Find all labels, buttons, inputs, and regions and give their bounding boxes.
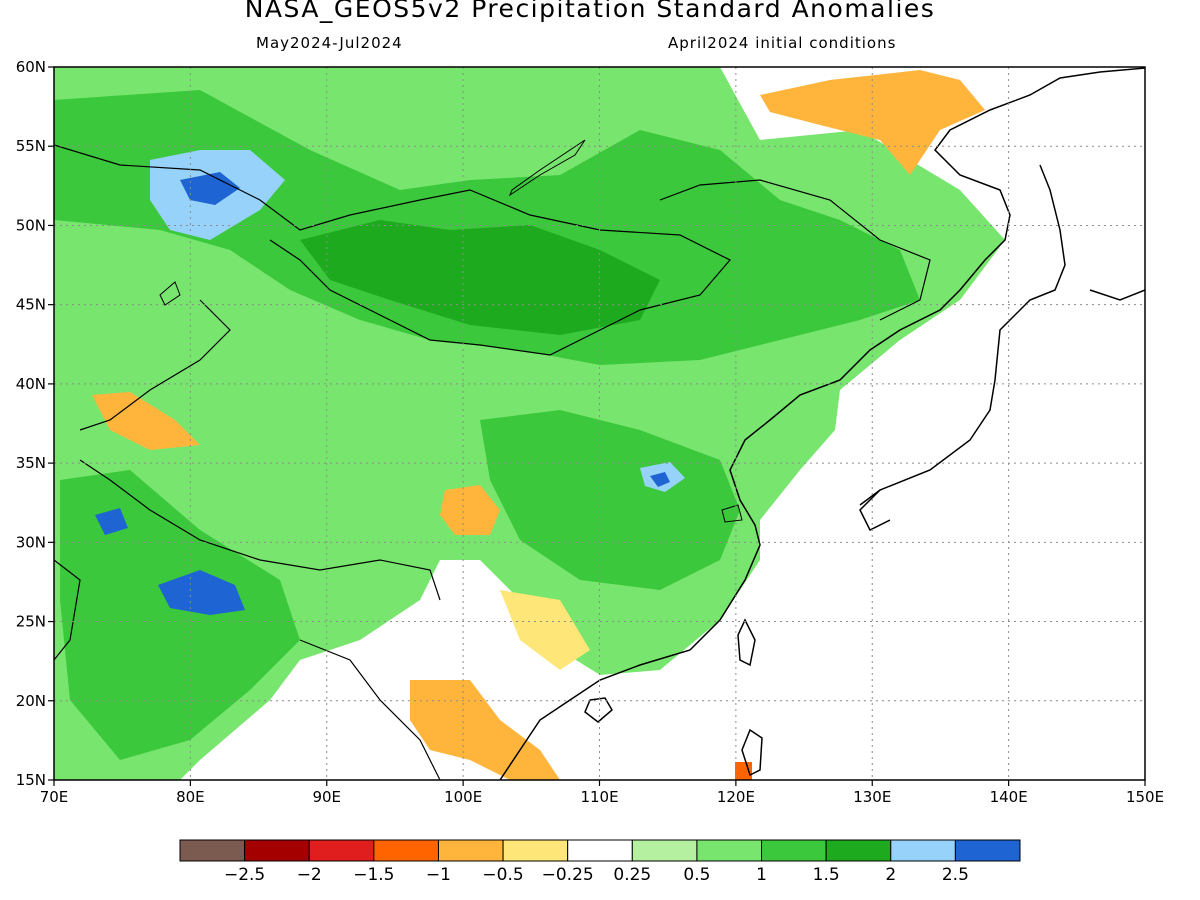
- latitude-tick-label: 25N: [16, 613, 46, 631]
- anomaly-field: [54, 67, 1145, 780]
- longitude-tick-label: 110E: [580, 788, 618, 806]
- strong-wet-region-central: [480, 410, 740, 590]
- colorbar-label: −1: [426, 865, 451, 885]
- colorbar-swatch: [567, 839, 633, 862]
- coastlines: [499, 67, 1145, 780]
- axis-ticks: [48, 66, 1146, 786]
- latitude-tick-label: 15N: [16, 771, 46, 789]
- longitude-labels: 70E 80E 90E 100E 110E 120E 130E 140E 150E: [40, 788, 1164, 806]
- colorbar-label: −2: [297, 865, 322, 885]
- colorbar: [179, 839, 1021, 862]
- colorbar-label: 0.5: [683, 865, 710, 885]
- colorbar-swatch: [502, 839, 569, 862]
- latitude-labels: 15N 20N 25N 30N 35N 40N 45N 50N 55N 60N: [16, 58, 46, 789]
- longitude-tick-label: 150E: [1126, 788, 1164, 806]
- colorbar-label: −0.5: [482, 865, 523, 885]
- very-wet-patch-himalaya: [158, 570, 245, 615]
- colorbar-label: 0.25: [613, 865, 651, 885]
- colorbar-swatch: [954, 839, 1021, 862]
- country-borders: [54, 144, 931, 780]
- latitude-tick-label: 30N: [16, 533, 46, 551]
- dry-region-west: [92, 392, 200, 450]
- colorbar-swatch: [761, 839, 827, 862]
- latitude-tick-label: 50N: [16, 216, 46, 234]
- initial-conditions: April2024 initial conditions: [668, 34, 897, 52]
- wet-patch-east-core: [650, 472, 670, 487]
- colorbar-swatch: [179, 839, 246, 862]
- light-dry-region-south: [500, 590, 590, 670]
- latitude-tick-label: 40N: [16, 375, 46, 393]
- colorbar-swatch: [244, 839, 310, 862]
- very-wet-patch-northwest: [180, 172, 240, 205]
- colorbar-swatch: [890, 839, 956, 862]
- lakes: [159, 139, 743, 523]
- colorbar-swatch: [631, 839, 698, 862]
- colorbar-labels: −2.5 −2 −1.5 −1 −0.5 −0.25 0.25 0.5 1 1.5 2 2.5: [224, 865, 969, 885]
- colorbar-label: −2.5: [224, 865, 265, 885]
- colorbar-swatch: [696, 839, 763, 862]
- longitude-tick-label: 130E: [853, 788, 891, 806]
- forecast-period: May2024-Jul2024: [256, 34, 403, 52]
- colorbar-swatch: [437, 839, 504, 862]
- colorbar-swatch: [308, 839, 375, 862]
- longitude-tick-label: 70E: [40, 788, 69, 806]
- latitude-tick-label: 60N: [16, 58, 46, 76]
- colorbar-label: 2: [885, 865, 896, 885]
- strong-wet-region-north: [54, 90, 920, 365]
- colorbar-swatch: [373, 839, 439, 862]
- map-title: NASA_GEOS5v2 Precipitation Standard Anom…: [244, 0, 936, 23]
- longitude-tick-label: 80E: [176, 788, 205, 806]
- longitude-tick-label: 90E: [312, 788, 341, 806]
- latitude-tick-label: 45N: [16, 296, 46, 314]
- grid-lines: [54, 67, 1145, 780]
- colorbar-label: 2.5: [942, 865, 969, 885]
- colorbar-label: −0.25: [542, 865, 594, 885]
- latitude-tick-label: 35N: [16, 454, 46, 472]
- dry-region-indochina: [410, 680, 560, 780]
- very-wet-patch-west: [95, 508, 128, 535]
- colorbar-label: 1.5: [813, 865, 840, 885]
- colorbar-label: 1: [756, 865, 767, 885]
- latitude-tick-label: 55N: [16, 137, 46, 155]
- latitude-tick-label: 20N: [16, 692, 46, 710]
- longitude-tick-label: 100E: [444, 788, 482, 806]
- dry-region-tibet: [440, 485, 500, 535]
- longitude-tick-label: 140E: [990, 788, 1028, 806]
- strongest-wet-region-mongolia: [300, 220, 660, 335]
- longitude-tick-label: 120E: [717, 788, 755, 806]
- colorbar-label: −1.5: [353, 865, 394, 885]
- colorbar-swatch: [825, 839, 892, 862]
